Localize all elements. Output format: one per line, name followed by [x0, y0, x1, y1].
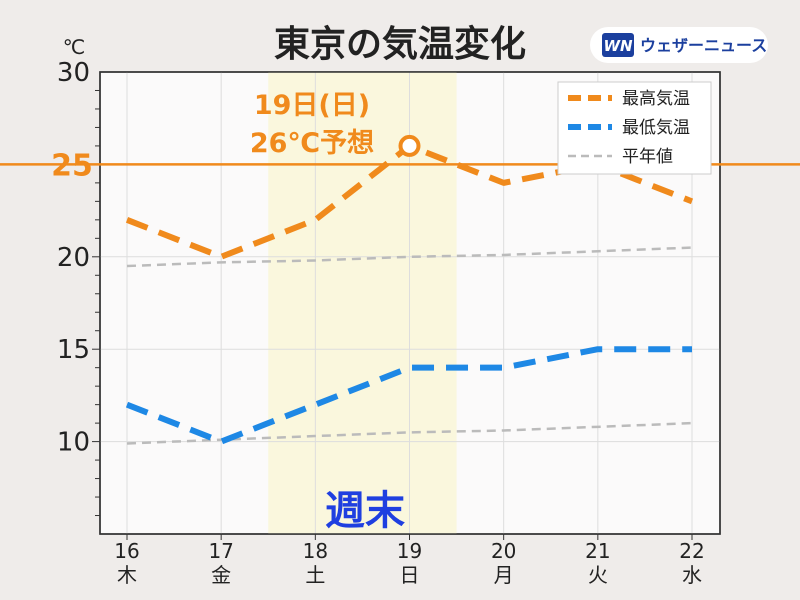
x-tick-weekday: 月 — [494, 563, 514, 587]
y-axis-unit: ℃ — [63, 35, 85, 59]
x-tick-label: 16 — [114, 539, 139, 563]
chart-title: 東京の気温変化 — [274, 23, 526, 65]
brand-logo-icon — [602, 33, 634, 57]
legend-item-low-label: 最低気温 — [622, 118, 690, 138]
highlight-marker — [398, 134, 421, 157]
y-tick-label: 10 — [57, 428, 90, 458]
y-tick-label: 30 — [57, 58, 90, 88]
legend-item-normal-label: 平年値 — [622, 147, 673, 167]
x-tick-label: 19 — [397, 539, 422, 563]
weekend-band — [268, 72, 457, 534]
x-tick-weekday: 木 — [117, 563, 137, 587]
x-tick-weekday: 水 — [682, 563, 702, 587]
x-axis: 16木 17金 18土 19日 20月 21火 22水 — [114, 534, 705, 587]
x-tick-label: 17 — [208, 539, 233, 563]
y-axis: 10 15 20 30 — [57, 58, 100, 517]
annotation-date: 19日(日) — [254, 90, 370, 121]
y-tick-label: 20 — [57, 243, 90, 273]
x-tick-label: 21 — [585, 539, 610, 563]
x-tick-label: 20 — [491, 539, 516, 563]
brand-name: ウェザーニュース — [640, 36, 767, 55]
x-tick-weekday: 土 — [305, 563, 325, 587]
series-line-normal-low — [126, 421, 693, 445]
legend-box — [557, 81, 712, 175]
x-tick-weekday: 日 — [400, 563, 420, 587]
x-tick-weekday: 火 — [588, 563, 608, 587]
weekend-label: 週末 — [325, 488, 405, 534]
series-line-normal-high — [126, 246, 693, 268]
brand-logo-text: WN — [603, 37, 633, 55]
brand-badge: WN ウェザーニュース — [590, 27, 768, 63]
x-tick-weekday: 金 — [211, 563, 231, 587]
series-line-low — [125, 346, 692, 445]
reference-line-label: 25 — [51, 148, 93, 183]
annotation-forecast: 26℃予想 — [250, 128, 374, 159]
y-tick-label: 15 — [57, 335, 90, 365]
x-tick-label: 22 — [679, 539, 704, 563]
legend-item-high-label: 最高気温 — [622, 89, 690, 109]
brand-badge-bg — [590, 27, 768, 63]
x-tick-label: 18 — [303, 539, 328, 563]
